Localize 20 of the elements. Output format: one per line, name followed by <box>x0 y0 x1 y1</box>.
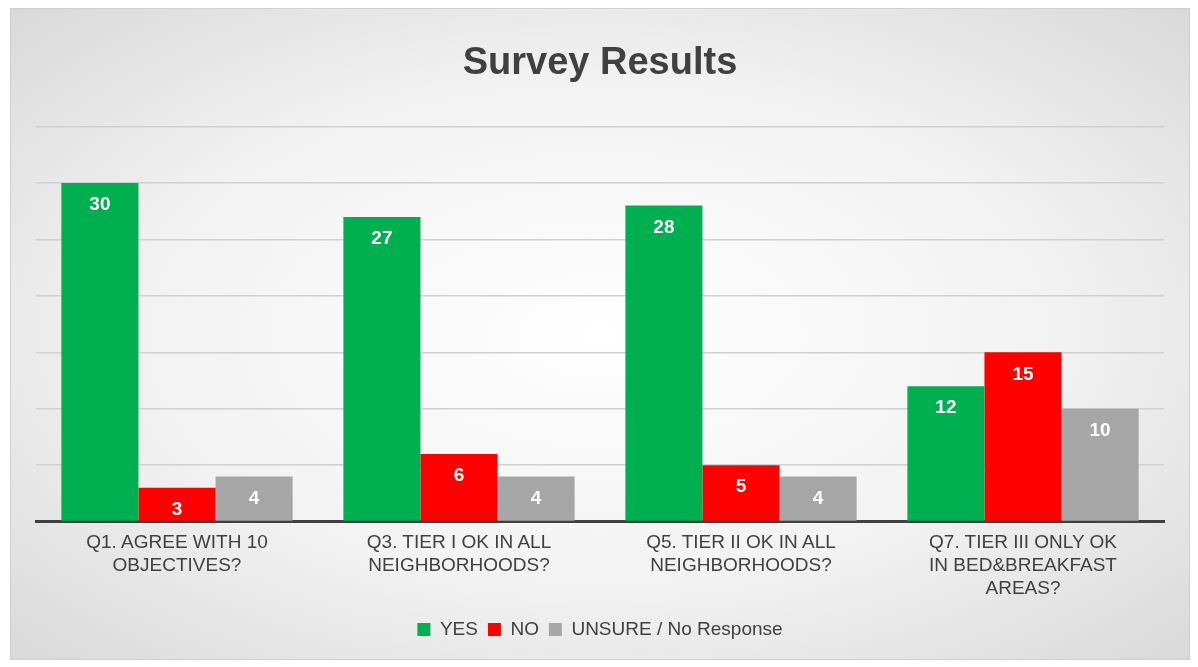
data-label: 5 <box>735 475 747 497</box>
data-label: 6 <box>453 464 465 486</box>
legend-label: UNSURE / No Response <box>571 617 783 639</box>
data-label: 4 <box>248 486 260 508</box>
data-label: 30 <box>89 193 111 215</box>
chart-title: Survey Results <box>462 40 738 83</box>
x-tick-label: Q1. AGREE WITH 10 OBJECTIVES? <box>86 531 268 576</box>
legend-label: YES <box>439 617 478 639</box>
data-label: 10 <box>1089 418 1111 440</box>
data-label: 27 <box>371 227 393 249</box>
data-label: 4 <box>812 486 824 508</box>
data-label: 12 <box>935 396 957 418</box>
x-tick-label: Q3. TIER I OK IN ALL NEIGHBORHOODS? <box>366 531 552 576</box>
x-tick-label: Q5. TIER II OK IN ALL NEIGHBORHOODS? <box>646 531 836 576</box>
x-tick-label: Q7. TIER III ONLY OK IN BED&BREAKFAST AREAS? <box>929 531 1118 598</box>
data-label: 3 <box>171 497 183 519</box>
data-label: 28 <box>653 215 675 237</box>
data-label: 15 <box>1012 362 1034 384</box>
legend-label: NO <box>510 617 539 639</box>
data-label: 4 <box>530 486 542 508</box>
